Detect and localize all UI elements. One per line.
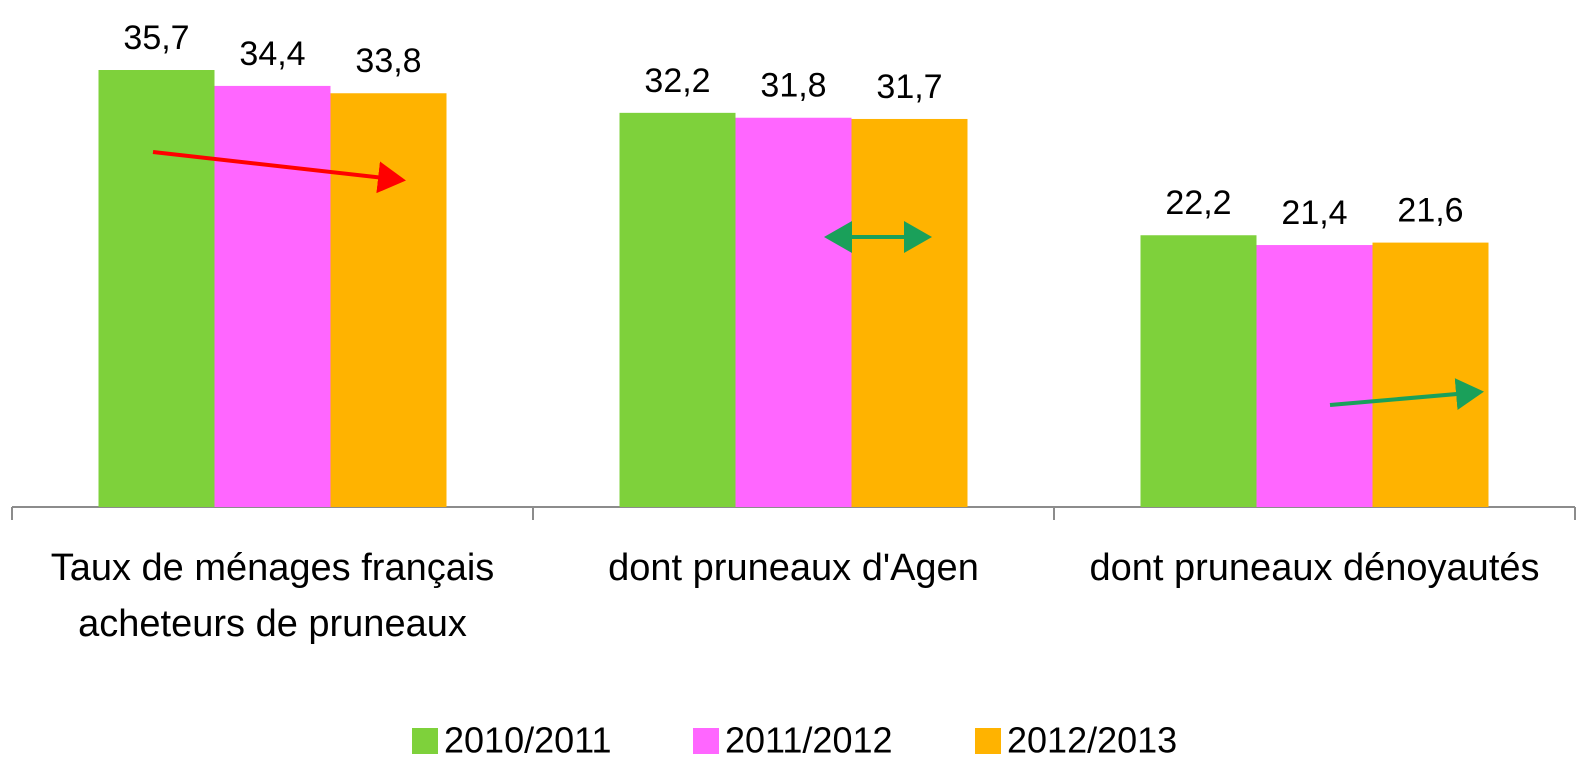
bar [1256,245,1373,508]
trend-arrow [152,150,406,194]
data-label: 22,2 [1165,184,1231,222]
bar [330,93,447,508]
legend-swatch [975,728,1001,754]
legend-label: 2010/2011 [444,720,612,761]
data-label: 34,4 [239,35,305,73]
x-tick-label: Taux de ménages français acheteurs de pr… [50,547,495,645]
bar [1140,235,1257,507]
trend-arrow [1329,378,1484,411]
data-label: 21,4 [1281,194,1347,232]
data-label: 31,8 [760,67,826,105]
x-tick-label: dont pruneaux dénoyautés [1089,547,1540,589]
data-label: 21,6 [1397,192,1463,230]
data-label: 31,7 [876,68,942,106]
bar [214,85,331,508]
legend-label: 2011/2012 [725,720,893,761]
data-label: 33,8 [355,42,421,80]
legend-label: 2012/2013 [1007,720,1177,761]
data-label: 35,7 [123,19,189,57]
x-tick-label: dont pruneaux d'Agen [608,547,979,589]
bar [98,70,215,507]
bar [619,112,736,507]
bar [1372,242,1489,508]
bar [851,118,968,507]
data-label: 32,2 [644,62,710,100]
bar [735,117,852,507]
legend-swatch [412,728,438,754]
plot: 35,7 34,4 33,8 32,2 31,8 31,7 22,2 21,4 21,6 2010… [11,19,1576,761]
legend-swatch [693,728,719,754]
